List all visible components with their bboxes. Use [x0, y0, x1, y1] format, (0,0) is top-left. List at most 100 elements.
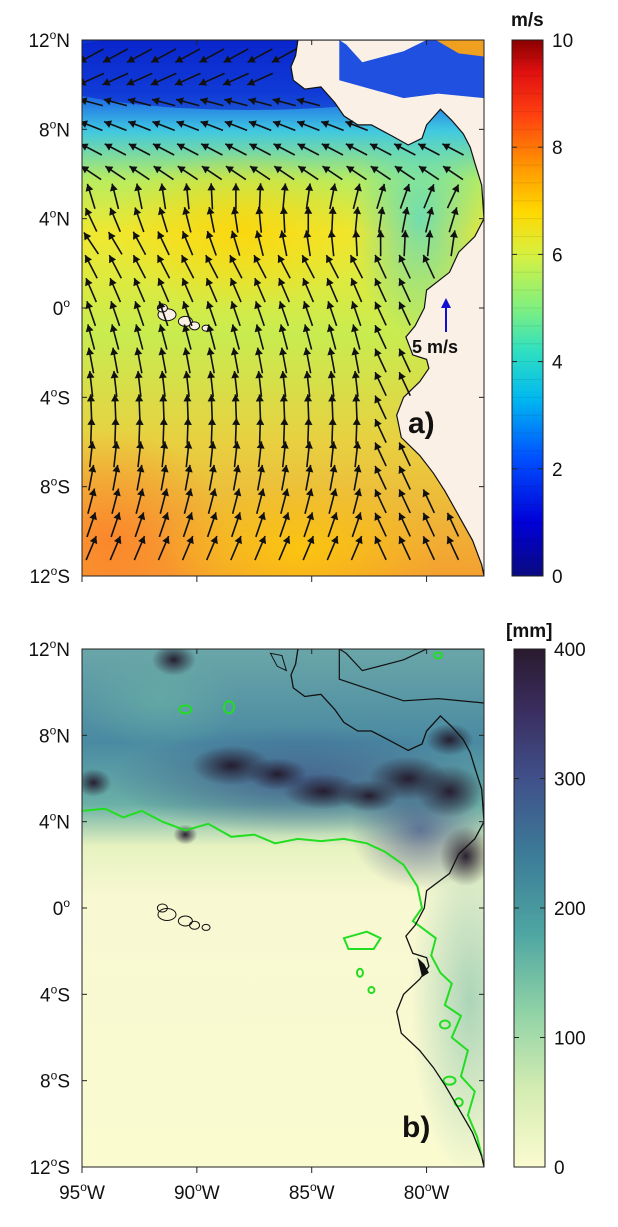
wind-arrow: [182, 347, 191, 374]
rain-core: [82, 768, 112, 797]
wind-arrow: [279, 370, 288, 397]
wind-arrow: [230, 324, 241, 350]
wind-arrow: [272, 120, 296, 132]
wind-arrow: [111, 441, 120, 468]
wind-arrow: [326, 301, 338, 327]
wind-arrow: [158, 370, 167, 397]
caribbean-sea: [339, 40, 484, 99]
precip-contour: [223, 700, 236, 715]
wind-arrow: [350, 301, 362, 327]
wind-arrow: [305, 183, 314, 210]
wind-arrow: [183, 488, 194, 514]
precip-contour: [367, 986, 376, 995]
wind-arrow: [304, 394, 313, 421]
wind-arrow: [328, 417, 337, 444]
wind-arrow: [158, 347, 167, 374]
wind-arrow: [398, 512, 411, 537]
wind-arrow: [174, 72, 201, 86]
wind-arrow: [132, 231, 147, 256]
wind-arrow: [109, 277, 122, 303]
wind-arrow: [229, 254, 243, 279]
wind-arrow: [229, 277, 242, 303]
wind-arrow: [398, 254, 411, 279]
panel-a-label: a): [408, 407, 435, 440]
wind-arrow: [183, 370, 191, 397]
coastline-path: [290, 649, 484, 1167]
wind-arrow: [422, 512, 436, 537]
wind-arrow: [327, 370, 336, 397]
wind-arrow: [134, 183, 143, 210]
colorbar-tick-label: 400: [554, 640, 586, 661]
wind-arrow: [88, 464, 97, 491]
colorbar-tick-label: 8: [552, 138, 563, 159]
wind-arrow: [279, 394, 288, 421]
wind-arrow: [175, 97, 200, 107]
wind-arrow: [398, 442, 411, 467]
wind-arrow: [256, 441, 265, 468]
wind-arrow: [157, 301, 169, 327]
wind-arrow: [398, 278, 411, 303]
wind-arrow: [82, 120, 103, 132]
wind-arrow: [208, 441, 217, 468]
wind-arrow: [126, 72, 153, 86]
wind-arrow: [207, 370, 216, 397]
lat-label: 8oS: [40, 475, 70, 499]
wind-arrow: [82, 97, 103, 107]
wind-arrow: [255, 370, 264, 397]
reference-vector-label: 5 m/s: [412, 337, 458, 357]
lat-label: 0o: [53, 296, 71, 320]
wind-arrow: [422, 489, 436, 514]
wind-arrow: [401, 206, 410, 233]
wind-arrow: [157, 535, 170, 561]
wind-arrow: [297, 165, 319, 181]
wind-arrow: [136, 464, 145, 491]
wind-arrow: [82, 72, 105, 86]
colorbar-tick-label: 6: [552, 245, 563, 266]
wind-arrow: [374, 489, 387, 514]
wind-arrow: [87, 441, 96, 468]
wind-arrow: [152, 120, 176, 132]
wind-arrow: [111, 394, 120, 421]
wind-arrow: [183, 183, 192, 210]
wind-arrow: [152, 143, 175, 156]
wind-arrow: [232, 441, 241, 468]
wind-arrow: [352, 488, 362, 514]
wind-arrow: [329, 464, 338, 491]
wind-arrow: [157, 277, 170, 303]
wind-arrow: [278, 324, 289, 350]
wind-arrow: [255, 488, 266, 514]
panel-a-axis-ticks: [81, 39, 484, 582]
wind-arrow: [249, 143, 272, 156]
wind-arrow: [183, 417, 192, 444]
wind-arrow: [253, 277, 266, 303]
wind-arrow: [352, 183, 362, 210]
wind-arrow: [153, 165, 174, 181]
wind-arrow: [326, 535, 339, 561]
panel-b-axis-ticks: [81, 648, 484, 1173]
wind-arrow: [374, 535, 387, 561]
wind-arrow: [352, 230, 361, 257]
wind-arrow: [256, 417, 265, 444]
galapagos-island: [189, 920, 201, 930]
colorbar-tick-label: 200: [554, 899, 586, 920]
wind-arrow: [280, 488, 290, 514]
lon-label: 95oW: [59, 1180, 105, 1204]
wind-arrow: [350, 277, 363, 303]
lat-label: 8oN: [39, 723, 70, 747]
wind-arrow: [328, 206, 337, 233]
wind-arrow: [110, 512, 122, 538]
wind-arrow: [87, 417, 96, 444]
wind-arrow: [302, 301, 314, 327]
precip-contour: [442, 1075, 457, 1086]
wind-arrow: [230, 535, 242, 561]
lon-label: 90oW: [174, 1180, 220, 1204]
wind-arrow: [104, 165, 126, 181]
wind-arrow: [278, 277, 291, 303]
wind-arrow: [446, 512, 460, 537]
rain-core: [415, 765, 484, 818]
rain-core: [151, 649, 196, 676]
wind-arrow: [374, 442, 387, 467]
wind-arrow: [369, 143, 392, 156]
